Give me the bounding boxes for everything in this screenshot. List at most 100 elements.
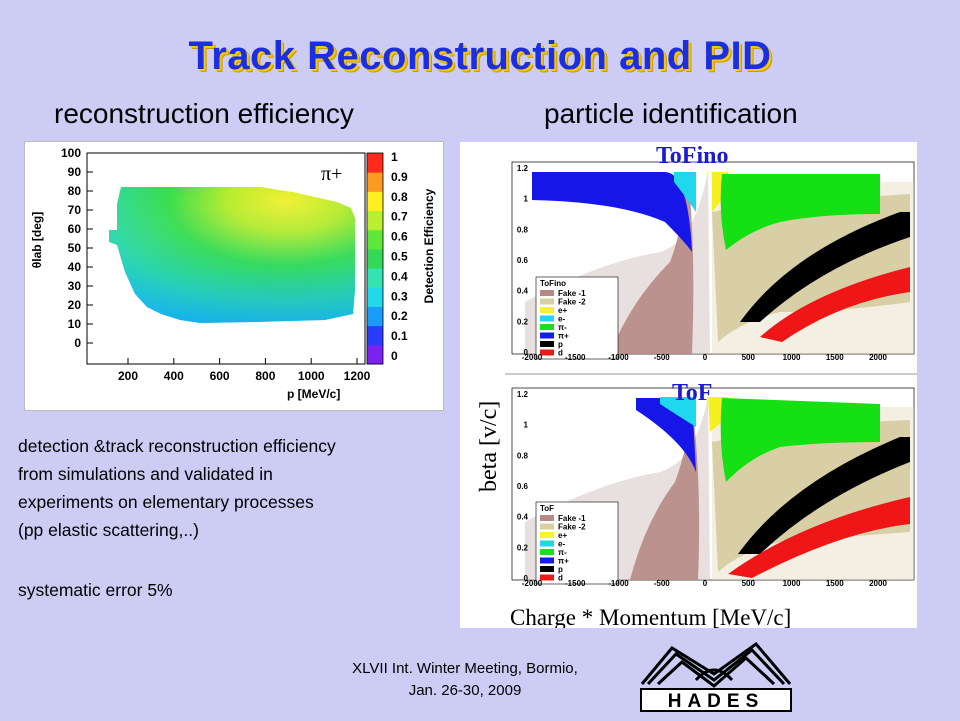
pid-x-tick-label: 500	[742, 579, 756, 588]
legend-entry: e-	[558, 315, 565, 324]
colorbar-tick-label: 0.2	[391, 309, 408, 323]
hades-logo-svg: HADES	[640, 641, 792, 712]
efficiency-plot: 0 10 20 30 40 50 60 70 80 90 100 200 400 600 800 1000 1…	[24, 141, 444, 411]
y-tick-label: 40	[68, 260, 82, 274]
legend-swatch	[540, 307, 554, 313]
pid-x-tick-label: -2000	[522, 353, 543, 362]
systematic-error-text: systematic error 5%	[18, 580, 173, 600]
pid-x-label: Charge * Momentum [MeV/c]	[510, 605, 791, 628]
colorbar-segment	[367, 287, 383, 307]
description-text: detection &track reconstruction efficien…	[18, 432, 468, 544]
colorbar-segment	[367, 229, 383, 250]
legend-swatch	[540, 532, 554, 538]
x-tick-label: 600	[210, 369, 230, 383]
y-tick-label: 90	[68, 165, 82, 179]
legend-entry: e+	[558, 306, 567, 315]
pid-x-tick-label: -500	[654, 353, 671, 362]
y-tick-label: 50	[68, 241, 82, 255]
colorbar-segment	[367, 172, 383, 192]
pid-x-tick-label: -2000	[522, 579, 543, 588]
colorbar-tick-label: 0.6	[391, 230, 408, 244]
x-tick-label: 400	[164, 369, 184, 383]
legend-swatch	[540, 349, 554, 356]
pid-x-tick-label: 0	[703, 353, 708, 362]
pid-y-tick-label: 0.8	[517, 451, 529, 460]
pid-x-tick-label: 500	[742, 353, 756, 362]
particle-identification-heading: particle identification	[544, 98, 798, 129]
colorbar-tick-label: 0.1	[391, 329, 408, 343]
pid-y-tick-label: 1	[524, 421, 529, 430]
efficiency-x-label: p [MeV/c]	[287, 387, 340, 401]
legend-swatch	[540, 540, 554, 547]
colorbar	[366, 152, 384, 365]
legend-entry: Fake -1	[558, 514, 586, 523]
legend-swatch	[540, 574, 554, 581]
pid-x-tick-label: 1500	[826, 353, 844, 362]
pid-x-tick-label: -1000	[608, 579, 629, 588]
description-line: experiments on elementary processes	[18, 492, 314, 512]
description-line: from simulations and validated in	[18, 464, 273, 484]
description-line: (pp elastic scattering,..)	[18, 520, 199, 540]
legend-swatch	[540, 557, 554, 564]
legend-swatch	[540, 324, 554, 330]
colorbar-segment	[367, 210, 383, 231]
pid-y-tick-label: 0.2	[517, 543, 529, 552]
pid-x-tick-label: 2000	[869, 579, 887, 588]
legend-entry: π+	[558, 557, 569, 566]
legend-entry: e+	[558, 531, 567, 540]
pid-x-tick-label: -1500	[565, 579, 586, 588]
legend-entry: d	[558, 349, 563, 358]
colorbar-segment	[367, 344, 383, 365]
colorbar-segment	[367, 306, 383, 327]
pid-y-tick-label: 0.4	[517, 287, 529, 296]
pid-y-label: beta [v/c]	[476, 401, 502, 492]
colorbar-segment	[367, 268, 383, 288]
x-tick-label: 200	[118, 369, 138, 383]
y-tick-label: 70	[68, 203, 82, 217]
legend-swatch	[540, 515, 554, 521]
legend-title: ToF	[540, 504, 554, 513]
efficiency-y-label: θlab [deg]	[30, 212, 44, 268]
pid-y-tick-label: 0	[524, 574, 529, 583]
pid-x-tick-label: 1500	[826, 579, 844, 588]
colorbar-segment	[367, 191, 383, 212]
tof-label: ToF	[672, 380, 712, 406]
colorbar-tick-label: 0.7	[391, 210, 408, 224]
hades-logo-text: HADES	[668, 691, 765, 712]
colorbar-tick-label: 0.8	[391, 190, 408, 204]
legend-entry: e-	[558, 540, 565, 549]
footer-line: XLVII Int. Winter Meeting, Bormio,	[352, 660, 578, 677]
legend-swatch	[540, 566, 554, 572]
legend-entry: p	[558, 340, 563, 349]
y-tick-label: 100	[61, 146, 81, 160]
colorbar-ticks: 0 0.1 0.2 0.3 0.4 0.5 0.6 0.7 0.8 0.9 1	[391, 150, 408, 363]
tofino-label: ToFino	[656, 143, 728, 169]
y-tick-label: 0	[74, 336, 81, 350]
pid-x-tick-label: 1000	[783, 579, 801, 588]
legend-swatch	[540, 298, 554, 305]
colorbar-tick-label: 1	[391, 150, 398, 164]
x-tick-label: 800	[255, 369, 275, 383]
pid-y-tick-label: 0.6	[517, 256, 529, 265]
pid-plots: beta [v/c] Charge * Momentum [MeV/c]	[460, 142, 917, 630]
pid-y-tick-label: 0.6	[517, 482, 529, 491]
legend-swatch	[540, 341, 554, 347]
legend-title: ToFino	[540, 279, 566, 288]
colorbar-segment	[367, 153, 383, 173]
legend-entry: π-	[558, 548, 567, 557]
reconstruction-efficiency-heading: reconstruction efficiency	[54, 98, 354, 129]
pi-plus-label: π+	[321, 163, 342, 185]
legend-entry: π-	[558, 323, 567, 332]
pid-y-tick-label: 0	[524, 348, 529, 357]
colorbar-tick-label: 0.5	[391, 250, 408, 264]
pid-x-tick-label: -1500	[565, 353, 586, 362]
legend-entry: d	[558, 574, 563, 583]
x-tick-label: 1000	[298, 369, 325, 383]
legend-swatch	[540, 290, 554, 296]
colorbar-segment	[367, 248, 383, 269]
colorbar-tick-label: 0.4	[391, 269, 408, 283]
legend-entry: π+	[558, 332, 569, 341]
